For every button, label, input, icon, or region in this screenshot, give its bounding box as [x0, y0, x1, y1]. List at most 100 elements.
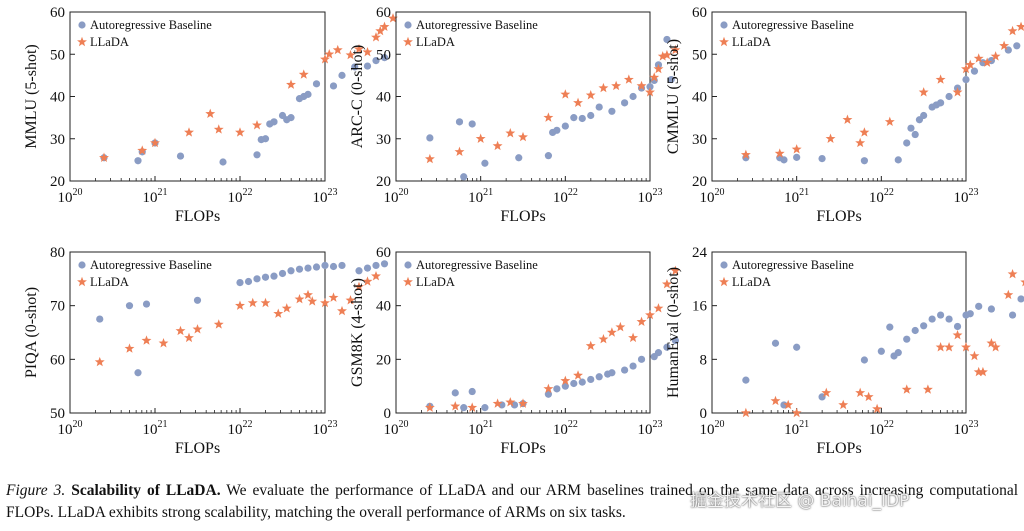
llada-point [371, 270, 381, 281]
x-axis-title: FLOPs [175, 208, 220, 225]
baseline-point [236, 278, 244, 287]
baseline-point [510, 401, 519, 409]
baseline-point [544, 390, 553, 398]
baseline-point [663, 343, 671, 351]
llada-point [505, 397, 516, 407]
llada-point [872, 403, 883, 414]
y-tick-label: 60 [376, 5, 391, 21]
y-tick-label: 60 [376, 245, 391, 261]
baseline-point [193, 296, 202, 304]
x-tick-label: 1022 [228, 187, 253, 206]
baseline-point [953, 322, 962, 331]
llada-point [825, 133, 836, 143]
y-tick-label: 40 [50, 90, 65, 106]
llada-point [543, 383, 554, 394]
llada-point [518, 131, 528, 142]
llada-point [901, 384, 912, 394]
llada-point [973, 366, 984, 377]
llada-point [965, 59, 976, 70]
baseline-point [970, 67, 979, 75]
legend-llada-marker [719, 36, 729, 47]
baseline-point [561, 122, 569, 130]
legend-llada-label: LLaDA [732, 275, 771, 289]
baseline-point [338, 71, 346, 79]
baseline-point [312, 80, 321, 88]
baseline-point [621, 366, 629, 374]
llada-point [855, 387, 866, 398]
y-tick-label: 50 [376, 47, 391, 63]
llada-point [252, 120, 262, 130]
y-tick-label: 20 [50, 174, 65, 190]
legend-llada-label: LLaDA [416, 35, 455, 49]
llada-point [141, 335, 152, 345]
llada-point [362, 276, 373, 286]
llada-point [345, 49, 356, 60]
llada-point [475, 133, 486, 143]
llada-point [645, 309, 655, 320]
baseline-point [125, 302, 134, 310]
llada-point [636, 316, 647, 326]
baseline-point [338, 261, 346, 270]
llada-point [175, 325, 186, 336]
y-tick-label: 40 [376, 299, 391, 315]
legend-llada-label: LLaDA [90, 35, 129, 49]
figure-panels: 20 30 40 50 60 1020 1021 1022 1023 FLOPs MMLU (5-s… [23, 5, 1024, 457]
y-tick-label: 30 [692, 132, 707, 148]
baseline-point [253, 151, 261, 159]
y-tick-label: 70 [50, 299, 65, 315]
llada-point [492, 398, 503, 408]
y-tick-label: 50 [692, 47, 707, 63]
x-tick-label: 1020 [58, 187, 83, 206]
llada-point [1007, 25, 1018, 36]
baseline-point [671, 336, 680, 345]
chart-panel-1: 20 30 40 50 60 1020 1021 1022 1023 FLOPs MMLU (5-s… [23, 5, 398, 225]
baseline-point [920, 111, 928, 120]
baseline-point [278, 269, 287, 278]
llada-point [770, 395, 781, 406]
llada-point [628, 332, 639, 343]
baseline-point [920, 322, 928, 330]
x-tick-label: 1023 [313, 419, 338, 438]
legend-baseline-marker [78, 261, 86, 269]
baseline-point [595, 103, 603, 111]
llada-point [969, 350, 980, 361]
llada-point [424, 153, 435, 164]
baseline-point [608, 369, 616, 377]
llada-point [573, 97, 583, 108]
llada-point [307, 296, 318, 306]
llada-point [213, 319, 224, 329]
baseline-point [793, 153, 801, 161]
baseline-point [1008, 311, 1017, 319]
baseline-point [380, 54, 389, 62]
y-tick-label: 40 [692, 90, 707, 106]
legend-llada-marker [77, 36, 87, 47]
baseline-point [937, 99, 945, 107]
baseline-point [134, 369, 142, 377]
baseline-point [629, 362, 637, 370]
x-tick-label: 1020 [700, 419, 725, 438]
legend-baseline-marker [720, 261, 728, 269]
baseline-point [481, 404, 489, 412]
baseline-point [886, 323, 894, 331]
llada-point [863, 391, 874, 402]
llada-point [649, 72, 660, 82]
llada-point [560, 89, 571, 99]
chart-panel-3: 20 30 40 50 60 1020 1021 1022 1023 FLOPs CMMLU (5-… [665, 5, 1024, 225]
legend-baseline-label: Autoregressive Baseline [732, 258, 854, 272]
plot-frame [69, 251, 326, 414]
baseline-point [270, 118, 278, 126]
baseline-point [287, 267, 295, 275]
x-axis-title: FLOPs [175, 440, 220, 457]
legend-baseline-label: Autoregressive Baseline [90, 258, 212, 272]
baseline-point [629, 92, 637, 101]
baseline-point [321, 261, 329, 270]
llada-point [977, 366, 988, 377]
baseline-point [570, 114, 578, 122]
baseline-point [96, 315, 104, 323]
llada-point [345, 295, 356, 305]
llada-point [150, 137, 160, 148]
baseline-point [544, 152, 553, 160]
legend-baseline-marker [404, 261, 412, 269]
llada-point [235, 127, 245, 137]
baseline-point [253, 275, 261, 283]
